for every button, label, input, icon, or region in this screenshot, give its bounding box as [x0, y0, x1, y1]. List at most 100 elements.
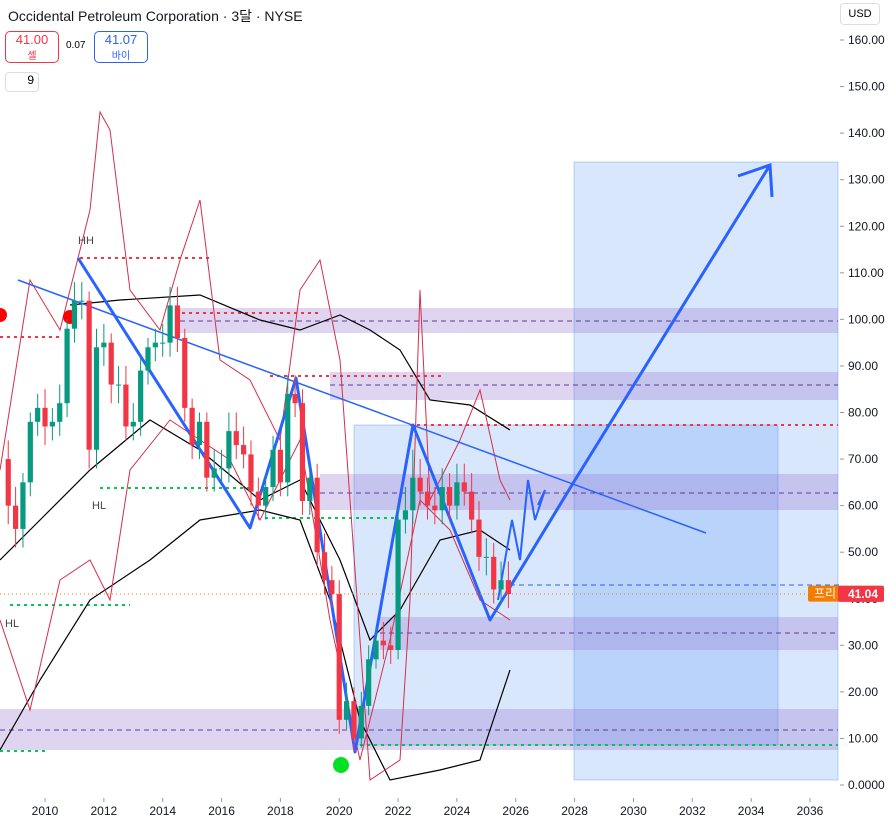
candle-body [476, 519, 482, 557]
candle-body [189, 407, 195, 446]
candle-body [395, 519, 401, 650]
x-tick-label: 2032 [679, 804, 706, 818]
candle-body [130, 421, 136, 427]
candle-body [321, 552, 328, 581]
candle-body [145, 347, 151, 371]
candle-body [410, 477, 416, 511]
candle-body [108, 342, 114, 385]
buy-price: 41.07 [104, 32, 138, 47]
candle-body [292, 393, 298, 404]
band-line [0, 509, 511, 781]
candle-body [491, 556, 497, 590]
candle-body [101, 342, 107, 348]
candle-body [196, 421, 203, 446]
signal-dot [0, 308, 7, 322]
price-axis [840, 0, 896, 818]
candle-body [218, 468, 225, 470]
annotation: HL [5, 618, 19, 630]
candle-body [424, 491, 431, 506]
resistance-levels [0, 257, 838, 426]
y-tick-label: 50.00 [848, 545, 878, 559]
zone [573, 161, 839, 781]
sell-button[interactable]: 41.00 셀 [5, 31, 59, 63]
candle-body [182, 338, 188, 408]
candle-body [358, 705, 364, 739]
projection [497, 479, 546, 601]
candle-body [211, 468, 217, 478]
buy-button[interactable]: 41.07 바이 [94, 31, 148, 63]
candle-body [343, 701, 350, 720]
candle-body [123, 384, 129, 427]
candle-body [299, 403, 306, 501]
indicator-count: 9 [27, 73, 34, 87]
x-tick-label: 2036 [797, 804, 824, 818]
x-tick-label: 2030 [620, 804, 647, 818]
y-tick-label: 30.00 [848, 638, 878, 652]
x-tick-label: 2024 [444, 804, 471, 818]
candle-body [233, 431, 239, 446]
candle-body [439, 487, 445, 511]
chart-title: Occidental Petroleum Corporation · 3달 · … [8, 8, 303, 24]
candle-body [93, 347, 100, 450]
candle-body [270, 449, 276, 488]
candle-body [138, 370, 144, 422]
price-tag [838, 585, 884, 602]
x-tick-label: 2022 [385, 804, 412, 818]
candle-body [417, 477, 423, 492]
candle-body [35, 407, 41, 422]
candle-body [167, 305, 173, 343]
x-tick-label: 2014 [149, 804, 176, 818]
y-tick-label: 150.00 [848, 80, 885, 94]
candle-body [86, 300, 92, 450]
y-tick-label: 130.00 [848, 173, 885, 187]
currency[interactable]: USD [840, 3, 880, 25]
candle-body [307, 477, 313, 501]
candle-body [263, 487, 269, 506]
candle-body [5, 459, 11, 506]
band-midlines [0, 320, 838, 731]
candle-body [12, 505, 19, 529]
time-axis [0, 798, 840, 818]
candle-body [248, 454, 254, 492]
indicator-toggle[interactable]: 9 [5, 72, 39, 92]
candle-body [49, 421, 55, 427]
candle-body [226, 431, 232, 469]
x-tick-label: 2020 [326, 804, 353, 818]
candle-body [469, 491, 475, 520]
x-tick-label: 2010 [32, 804, 59, 818]
candle-body [277, 449, 283, 483]
sell-price: 41.00 [15, 32, 49, 47]
candle-body [241, 445, 247, 455]
candle-body [461, 482, 467, 492]
buy-label: 바이 [111, 51, 131, 62]
candle-body [57, 403, 63, 422]
candle-body [432, 505, 438, 511]
candle-body [351, 701, 357, 739]
candle-body [314, 477, 320, 553]
band-line [69, 294, 511, 431]
y-tick-label: 140.00 [848, 126, 885, 140]
y-tick-label: 0.0000 [848, 778, 885, 792]
candle-body [64, 328, 70, 404]
x-tick-label: 2026 [502, 804, 529, 818]
annotation: HH [78, 235, 94, 247]
candle-body [152, 342, 158, 348]
candle-body [79, 300, 85, 302]
trendline [17, 279, 707, 534]
y-tick-label: 70.00 [848, 452, 878, 466]
x-tick-label: 2016 [208, 804, 235, 818]
sell-label: 셀 [27, 51, 37, 62]
candle-body [285, 393, 291, 483]
candle-body [115, 384, 122, 386]
candle-body [446, 487, 453, 506]
signal-dot [333, 757, 349, 773]
y-tick-label: 20.00 [848, 685, 878, 699]
candle-body [380, 640, 386, 646]
candle-body [255, 491, 261, 506]
candle-body [329, 580, 335, 595]
candle-body [483, 556, 489, 558]
candle-body [388, 645, 394, 650]
y-tick-label: 160.00 [848, 33, 885, 47]
